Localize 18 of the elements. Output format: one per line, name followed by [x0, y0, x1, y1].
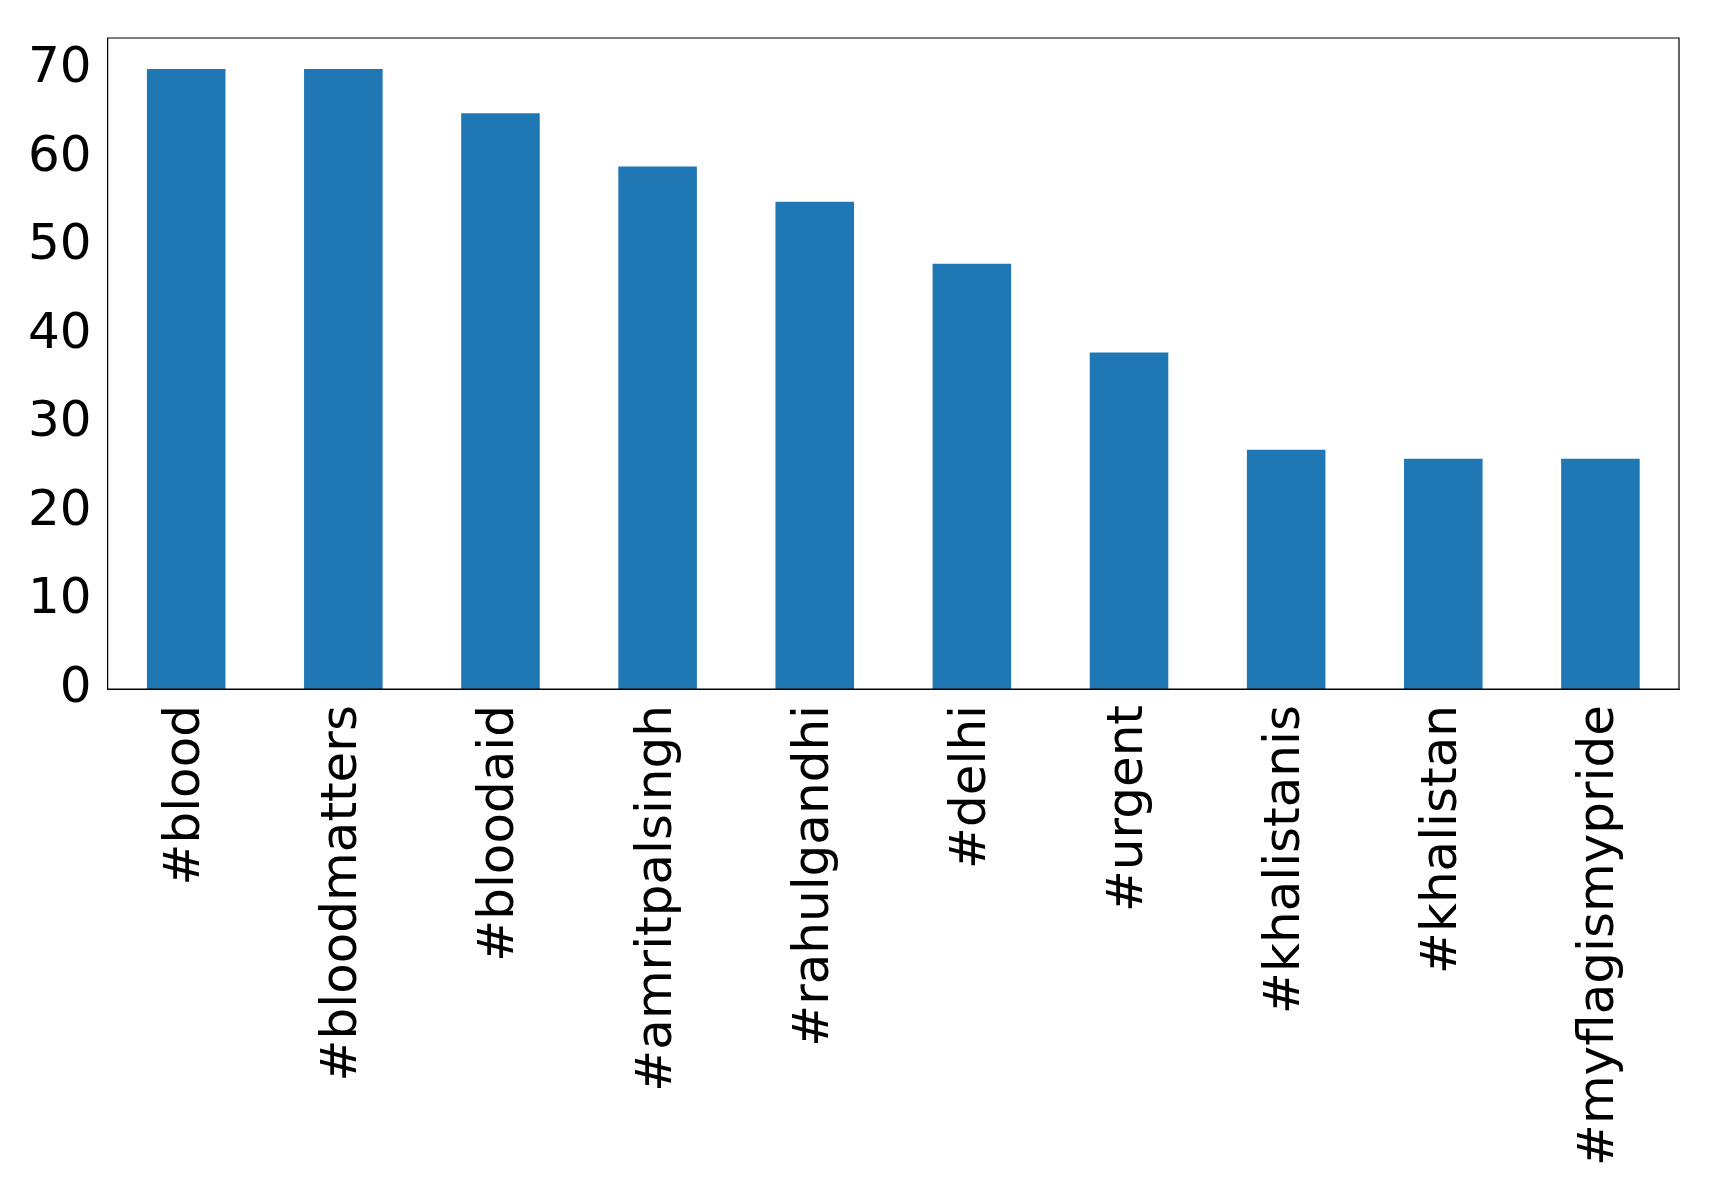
x-tick-label: #urgent [1096, 705, 1154, 913]
y-tick-label: 50 [28, 213, 92, 272]
x-tick-label: #khalistan [1410, 705, 1469, 974]
y-tick-label: 0 [59, 656, 92, 714]
y-tick-label: 60 [28, 124, 92, 183]
x-tick-label: #bloodaid [467, 705, 526, 962]
x-tick-label: #khalistanis [1253, 705, 1312, 1014]
y-tick-label: 30 [28, 390, 92, 449]
y-tick-label: 20 [28, 478, 92, 537]
x-tick-label: #amritpalsingh [624, 705, 683, 1092]
y-tick-label: 10 [28, 567, 92, 626]
x-tick-label: #delhi [938, 705, 997, 869]
x-tick-label: #rahulgandhi [781, 705, 840, 1047]
y-tick-label: 40 [28, 301, 92, 360]
x-tick-label: #bloodmatters [310, 705, 369, 1082]
x-tick-label: #blood [153, 705, 212, 886]
y-tick-label: 70 [28, 35, 92, 94]
x-tick-label: #myflagismypride [1567, 705, 1626, 1167]
